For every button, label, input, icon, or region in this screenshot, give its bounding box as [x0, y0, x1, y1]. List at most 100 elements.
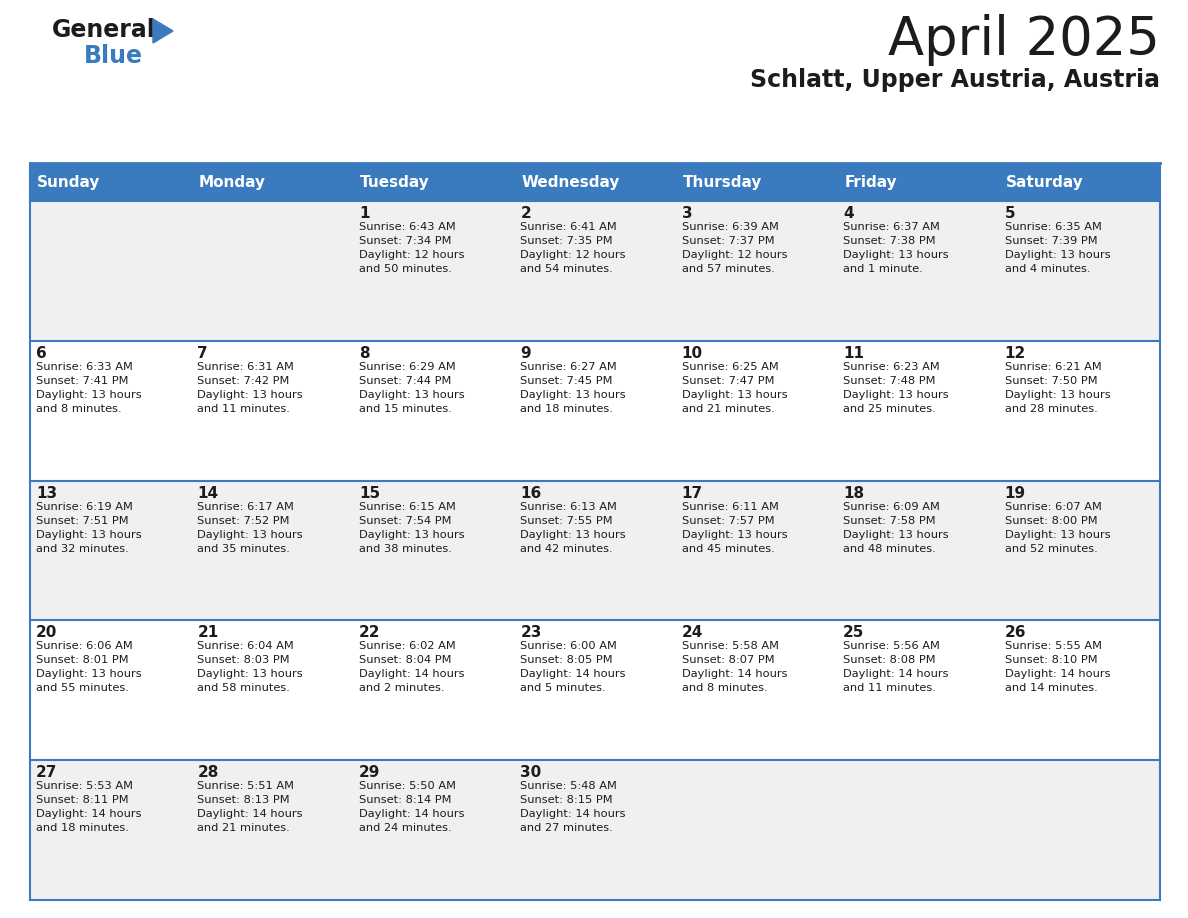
- Text: Sunrise: 6:04 AM: Sunrise: 6:04 AM: [197, 642, 295, 652]
- Text: Daylight: 13 hours: Daylight: 13 hours: [682, 530, 788, 540]
- Text: Sunset: 7:58 PM: Sunset: 7:58 PM: [843, 516, 936, 526]
- Text: 28: 28: [197, 766, 219, 780]
- Text: and 27 minutes.: and 27 minutes.: [520, 823, 613, 834]
- Text: Sunrise: 6:19 AM: Sunrise: 6:19 AM: [36, 501, 133, 511]
- Text: Sunset: 8:04 PM: Sunset: 8:04 PM: [359, 655, 451, 666]
- Text: Sunset: 7:51 PM: Sunset: 7:51 PM: [36, 516, 128, 526]
- Text: Sunday: Sunday: [37, 174, 100, 189]
- Text: Sunset: 7:47 PM: Sunset: 7:47 PM: [682, 375, 775, 386]
- Text: 4: 4: [843, 206, 854, 221]
- Text: and 21 minutes.: and 21 minutes.: [682, 404, 775, 414]
- Text: Sunset: 8:15 PM: Sunset: 8:15 PM: [520, 795, 613, 805]
- Text: Daylight: 14 hours: Daylight: 14 hours: [36, 809, 141, 819]
- Text: Wednesday: Wednesday: [522, 174, 620, 189]
- Text: Sunrise: 6:17 AM: Sunrise: 6:17 AM: [197, 501, 295, 511]
- Text: Saturday: Saturday: [1005, 174, 1083, 189]
- Text: and 48 minutes.: and 48 minutes.: [843, 543, 936, 554]
- Text: Daylight: 13 hours: Daylight: 13 hours: [1005, 530, 1111, 540]
- Bar: [30, 201, 1159, 341]
- Text: Sunset: 8:05 PM: Sunset: 8:05 PM: [520, 655, 613, 666]
- Text: Tuesday: Tuesday: [360, 174, 430, 189]
- Text: 22: 22: [359, 625, 380, 641]
- Text: and 15 minutes.: and 15 minutes.: [359, 404, 451, 414]
- Text: Daylight: 13 hours: Daylight: 13 hours: [520, 530, 626, 540]
- Text: 2: 2: [520, 206, 531, 221]
- Text: 11: 11: [843, 346, 864, 361]
- Text: Sunrise: 6:31 AM: Sunrise: 6:31 AM: [197, 362, 295, 372]
- Text: Sunrise: 6:15 AM: Sunrise: 6:15 AM: [359, 501, 456, 511]
- Text: Sunrise: 6:02 AM: Sunrise: 6:02 AM: [359, 642, 456, 652]
- Text: Sunset: 7:57 PM: Sunset: 7:57 PM: [682, 516, 775, 526]
- Text: and 32 minutes.: and 32 minutes.: [36, 543, 128, 554]
- Text: Sunrise: 6:21 AM: Sunrise: 6:21 AM: [1005, 362, 1101, 372]
- Bar: [30, 621, 1159, 760]
- Text: Sunrise: 5:48 AM: Sunrise: 5:48 AM: [520, 781, 617, 791]
- Text: Sunset: 7:38 PM: Sunset: 7:38 PM: [843, 236, 936, 246]
- Text: Sunrise: 5:56 AM: Sunrise: 5:56 AM: [843, 642, 940, 652]
- Text: and 8 minutes.: and 8 minutes.: [36, 404, 121, 414]
- Text: 14: 14: [197, 486, 219, 500]
- Text: Daylight: 13 hours: Daylight: 13 hours: [359, 390, 465, 400]
- Text: Sunrise: 6:00 AM: Sunrise: 6:00 AM: [520, 642, 617, 652]
- Text: Sunrise: 6:37 AM: Sunrise: 6:37 AM: [843, 222, 940, 232]
- Text: and 45 minutes.: and 45 minutes.: [682, 543, 775, 554]
- Text: Daylight: 13 hours: Daylight: 13 hours: [1005, 390, 1111, 400]
- Text: Sunrise: 5:53 AM: Sunrise: 5:53 AM: [36, 781, 133, 791]
- Bar: [30, 341, 1159, 481]
- Text: 18: 18: [843, 486, 864, 500]
- Text: and 38 minutes.: and 38 minutes.: [359, 543, 451, 554]
- Text: 12: 12: [1005, 346, 1025, 361]
- Text: 6: 6: [36, 346, 46, 361]
- Text: Sunset: 8:00 PM: Sunset: 8:00 PM: [1005, 516, 1098, 526]
- Text: Sunset: 7:55 PM: Sunset: 7:55 PM: [520, 516, 613, 526]
- Text: 9: 9: [520, 346, 531, 361]
- Text: Sunset: 7:37 PM: Sunset: 7:37 PM: [682, 236, 775, 246]
- Text: Daylight: 13 hours: Daylight: 13 hours: [682, 390, 788, 400]
- Text: Sunrise: 6:11 AM: Sunrise: 6:11 AM: [682, 501, 778, 511]
- Text: 13: 13: [36, 486, 57, 500]
- Text: Daylight: 13 hours: Daylight: 13 hours: [197, 390, 303, 400]
- Text: Sunrise: 6:41 AM: Sunrise: 6:41 AM: [520, 222, 617, 232]
- Text: Sunrise: 6:25 AM: Sunrise: 6:25 AM: [682, 362, 778, 372]
- Text: Daylight: 13 hours: Daylight: 13 hours: [843, 250, 949, 260]
- Text: 5: 5: [1005, 206, 1016, 221]
- Text: April 2025: April 2025: [889, 14, 1159, 66]
- Text: Sunrise: 6:29 AM: Sunrise: 6:29 AM: [359, 362, 456, 372]
- Text: 10: 10: [682, 346, 703, 361]
- Text: Daylight: 13 hours: Daylight: 13 hours: [36, 669, 141, 679]
- Text: Sunset: 7:50 PM: Sunset: 7:50 PM: [1005, 375, 1098, 386]
- Text: Daylight: 13 hours: Daylight: 13 hours: [843, 390, 949, 400]
- Text: Sunset: 7:44 PM: Sunset: 7:44 PM: [359, 375, 451, 386]
- Text: Sunrise: 5:55 AM: Sunrise: 5:55 AM: [1005, 642, 1101, 652]
- Text: Daylight: 13 hours: Daylight: 13 hours: [197, 530, 303, 540]
- Text: and 2 minutes.: and 2 minutes.: [359, 683, 444, 693]
- Text: Thursday: Thursday: [683, 174, 762, 189]
- Text: 15: 15: [359, 486, 380, 500]
- Text: Sunrise: 5:58 AM: Sunrise: 5:58 AM: [682, 642, 778, 652]
- Text: Sunrise: 6:23 AM: Sunrise: 6:23 AM: [843, 362, 940, 372]
- Text: Daylight: 14 hours: Daylight: 14 hours: [520, 669, 626, 679]
- Text: and 18 minutes.: and 18 minutes.: [520, 404, 613, 414]
- Text: Daylight: 13 hours: Daylight: 13 hours: [520, 390, 626, 400]
- Text: 25: 25: [843, 625, 865, 641]
- Text: Sunset: 7:52 PM: Sunset: 7:52 PM: [197, 516, 290, 526]
- Text: 16: 16: [520, 486, 542, 500]
- Text: Sunset: 7:45 PM: Sunset: 7:45 PM: [520, 375, 613, 386]
- Text: Sunrise: 6:27 AM: Sunrise: 6:27 AM: [520, 362, 617, 372]
- Text: and 18 minutes.: and 18 minutes.: [36, 823, 128, 834]
- Text: Sunrise: 5:50 AM: Sunrise: 5:50 AM: [359, 781, 456, 791]
- Text: Daylight: 13 hours: Daylight: 13 hours: [1005, 250, 1111, 260]
- Text: Daylight: 14 hours: Daylight: 14 hours: [843, 669, 949, 679]
- Text: Daylight: 12 hours: Daylight: 12 hours: [520, 250, 626, 260]
- Text: and 11 minutes.: and 11 minutes.: [843, 683, 936, 693]
- Text: Daylight: 14 hours: Daylight: 14 hours: [359, 809, 465, 819]
- Bar: [30, 163, 1159, 201]
- Text: 29: 29: [359, 766, 380, 780]
- Text: and 11 minutes.: and 11 minutes.: [197, 404, 290, 414]
- Text: Daylight: 13 hours: Daylight: 13 hours: [359, 530, 465, 540]
- Polygon shape: [153, 19, 173, 43]
- Text: Sunset: 8:13 PM: Sunset: 8:13 PM: [197, 795, 290, 805]
- Text: 19: 19: [1005, 486, 1025, 500]
- Text: and 28 minutes.: and 28 minutes.: [1005, 404, 1098, 414]
- Text: Sunset: 7:54 PM: Sunset: 7:54 PM: [359, 516, 451, 526]
